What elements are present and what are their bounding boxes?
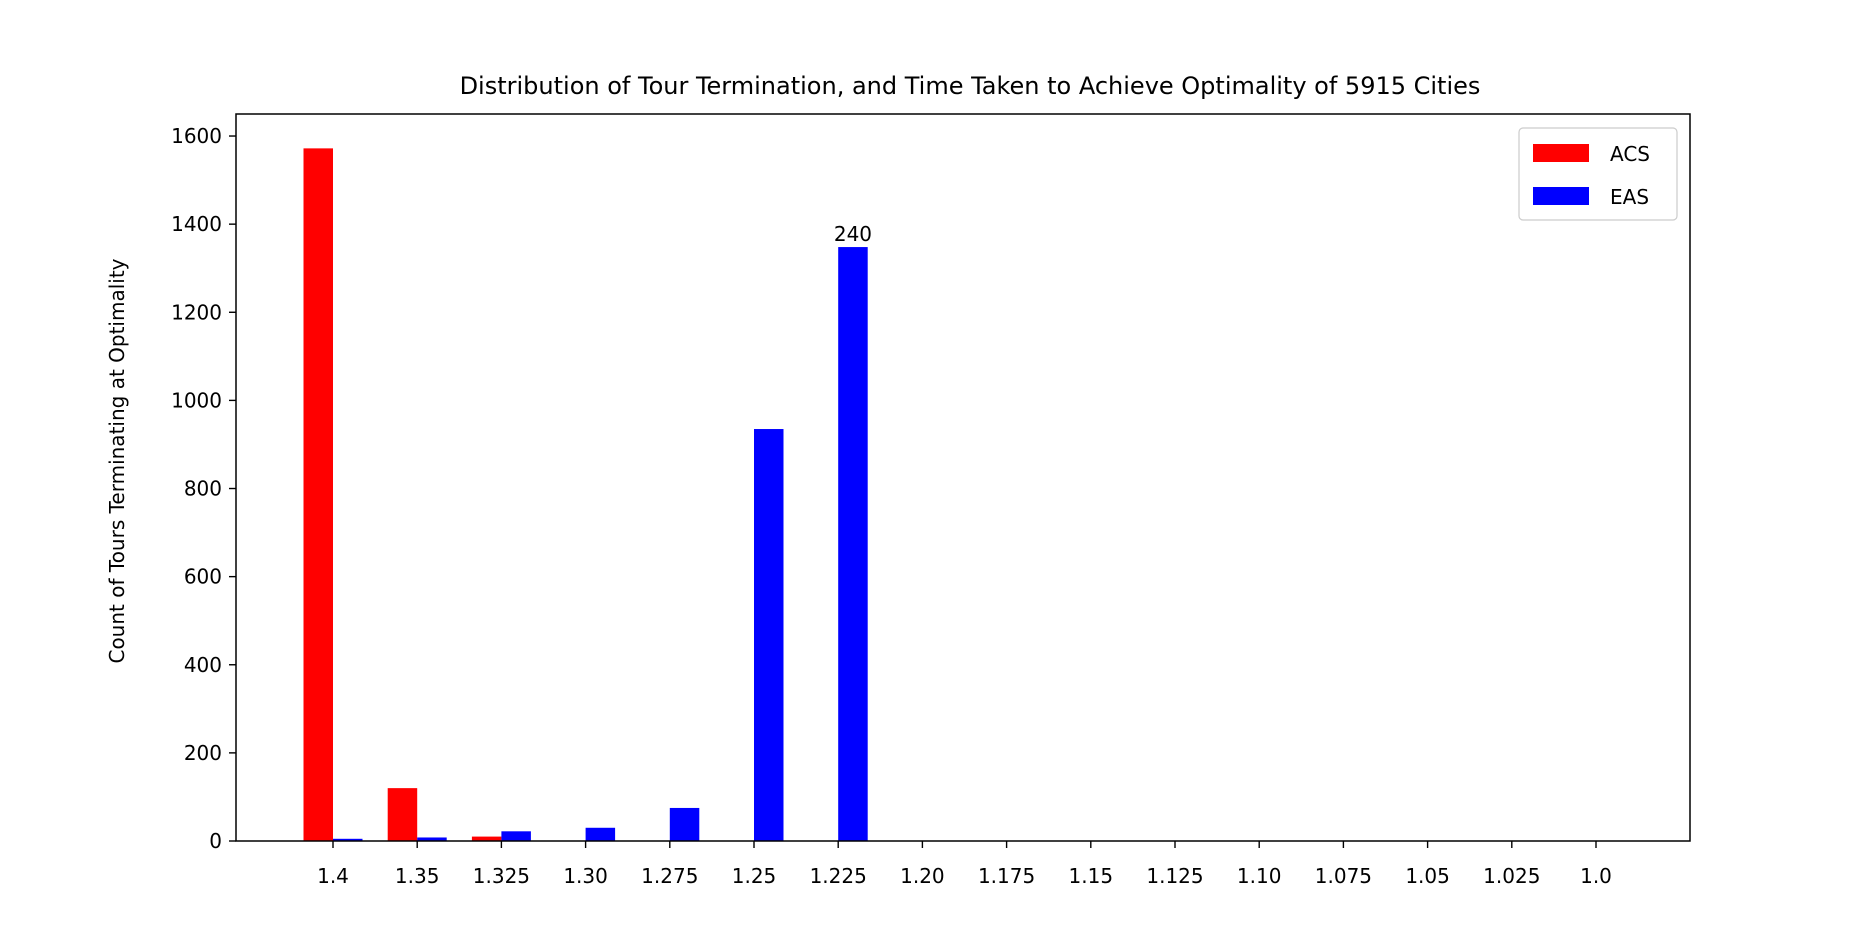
bar-eas-5 <box>754 429 784 841</box>
x-tick-label-7: 1.20 <box>900 864 945 888</box>
legend-box <box>1518 127 1678 221</box>
y-tick-label-1: 200 <box>184 741 222 765</box>
y-axis: 0 200 400 600 800 1000 1200 1400 1600 <box>171 124 236 853</box>
x-tick-label-13: 1.05 <box>1405 864 1450 888</box>
bar-eas-6 <box>838 247 868 841</box>
bar-acs-1 <box>387 788 418 841</box>
x-tick-label-5: 1.25 <box>732 864 777 888</box>
legend-swatch-acs <box>1533 144 1589 162</box>
annotation-layer: 240 <box>834 222 872 246</box>
chart-title: Distribution of Tour Termination, and Ti… <box>460 72 1481 100</box>
bar-eas-3 <box>585 827 616 841</box>
y-tick-label-2: 400 <box>184 653 222 677</box>
legend-label-acs: ACS <box>1610 142 1650 166</box>
x-tick-label-1: 1.35 <box>395 864 440 888</box>
x-tick-label-2: 1.325 <box>473 864 530 888</box>
legend-label-eas: EAS <box>1610 185 1649 209</box>
bar-eas-4 <box>669 807 700 841</box>
x-tick-label-15: 1.0 <box>1580 864 1612 888</box>
legend-swatch-eas <box>1533 187 1589 205</box>
bars-layer <box>303 148 868 841</box>
x-tick-label-4: 1.275 <box>641 864 698 888</box>
x-axis: 1.4 1.35 1.325 1.30 1.275 1.25 1.225 1.20 1.175 1… <box>317 841 1612 888</box>
x-tick-label-9: 1.15 <box>1069 864 1114 888</box>
x-tick-label-10: 1.125 <box>1146 864 1203 888</box>
plot-frame <box>235 113 1691 842</box>
y-tick-label-6: 1200 <box>171 300 222 324</box>
bar-acs-2 <box>471 836 502 841</box>
bar-acs-0 <box>303 148 333 841</box>
x-tick-label-11: 1.10 <box>1237 864 1282 888</box>
y-tick-label-0: 0 <box>209 829 222 853</box>
x-tick-label-8: 1.175 <box>978 864 1035 888</box>
y-tick-label-4: 800 <box>184 477 222 501</box>
legend: ACS EAS <box>1518 127 1678 221</box>
x-tick-label-0: 1.4 <box>317 864 349 888</box>
y-tick-label-5: 1000 <box>171 388 222 412</box>
annotation-label-0: 240 <box>834 222 872 246</box>
y-tick-label-7: 1400 <box>171 212 222 236</box>
bar-eas-1 <box>417 837 447 841</box>
bar-eas-2 <box>501 831 531 841</box>
y-tick-label-3: 600 <box>184 565 222 589</box>
x-tick-label-14: 1.025 <box>1483 864 1540 888</box>
x-tick-label-12: 1.075 <box>1315 864 1372 888</box>
y-axis-label: Count of Tours Terminating at Optimality <box>105 258 129 663</box>
bar-eas-0 <box>333 838 363 841</box>
x-tick-label-6: 1.225 <box>810 864 867 888</box>
x-tick-label-3: 1.30 <box>563 864 608 888</box>
y-tick-label-8: 1600 <box>171 124 222 148</box>
